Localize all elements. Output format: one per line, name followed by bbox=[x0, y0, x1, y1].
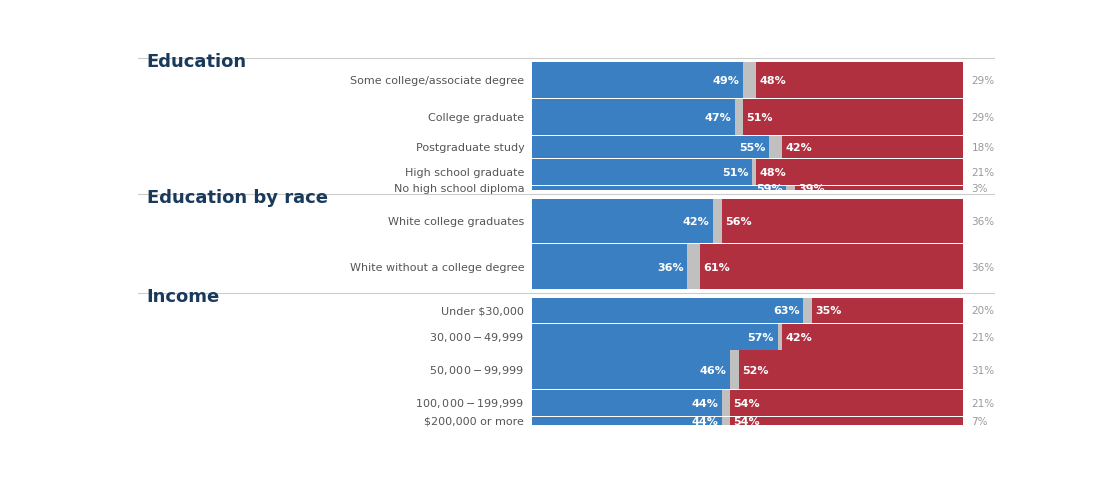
Bar bbox=[803, 299, 812, 323]
Text: 59%: 59% bbox=[756, 183, 782, 193]
Bar bbox=[533, 187, 786, 190]
Text: $200,000 or more: $200,000 or more bbox=[424, 416, 525, 426]
Text: 20%: 20% bbox=[971, 306, 994, 316]
Text: 47%: 47% bbox=[704, 113, 732, 123]
Bar bbox=[722, 390, 730, 416]
Text: 44%: 44% bbox=[692, 416, 718, 426]
Bar bbox=[782, 137, 962, 159]
Text: 31%: 31% bbox=[971, 365, 994, 375]
Text: 51%: 51% bbox=[747, 113, 773, 123]
Text: 36%: 36% bbox=[971, 216, 994, 227]
Bar bbox=[533, 245, 687, 289]
Text: 61%: 61% bbox=[704, 262, 730, 272]
Text: White college graduates: White college graduates bbox=[388, 216, 525, 227]
Bar bbox=[756, 160, 962, 186]
Text: 54%: 54% bbox=[734, 398, 760, 408]
Bar bbox=[533, 137, 769, 159]
Bar bbox=[739, 351, 962, 389]
Text: Education: Education bbox=[147, 52, 246, 71]
Text: No high school diploma: No high school diploma bbox=[393, 183, 525, 193]
Bar bbox=[786, 187, 794, 190]
Text: 18%: 18% bbox=[971, 143, 994, 153]
Text: 21%: 21% bbox=[971, 332, 994, 342]
Bar bbox=[687, 245, 701, 289]
Text: 49%: 49% bbox=[713, 76, 739, 86]
Bar bbox=[533, 199, 713, 244]
Text: 44%: 44% bbox=[692, 398, 718, 408]
Bar bbox=[778, 324, 782, 350]
Bar bbox=[533, 160, 751, 186]
Text: Education by race: Education by race bbox=[147, 189, 328, 206]
Bar bbox=[713, 199, 722, 244]
Bar bbox=[782, 324, 962, 350]
Text: 29%: 29% bbox=[971, 113, 994, 123]
Bar bbox=[751, 160, 756, 186]
Text: 55%: 55% bbox=[739, 143, 766, 153]
Text: Postgraduate study: Postgraduate study bbox=[415, 143, 525, 153]
Text: 48%: 48% bbox=[759, 76, 787, 86]
Bar bbox=[794, 187, 962, 190]
Bar bbox=[533, 299, 803, 323]
Bar bbox=[744, 100, 962, 136]
Text: 36%: 36% bbox=[657, 262, 684, 272]
Text: College graduate: College graduate bbox=[429, 113, 525, 123]
Bar bbox=[730, 417, 962, 425]
Text: 35%: 35% bbox=[815, 306, 842, 316]
Text: Some college/associate degree: Some college/associate degree bbox=[350, 76, 525, 86]
Text: 39%: 39% bbox=[798, 183, 824, 193]
Text: $100,000 - $199,999: $100,000 - $199,999 bbox=[415, 396, 525, 409]
Text: 42%: 42% bbox=[786, 143, 812, 153]
Text: 21%: 21% bbox=[971, 398, 994, 408]
Text: 36%: 36% bbox=[971, 262, 994, 272]
Bar bbox=[744, 63, 756, 99]
Text: 21%: 21% bbox=[971, 168, 994, 178]
Bar bbox=[533, 390, 722, 416]
Text: $30,000 - $49,999: $30,000 - $49,999 bbox=[430, 330, 525, 343]
Text: 54%: 54% bbox=[734, 416, 760, 426]
Text: Under $30,000: Under $30,000 bbox=[442, 306, 525, 316]
Text: 52%: 52% bbox=[743, 365, 769, 375]
Bar bbox=[533, 63, 744, 99]
Bar bbox=[769, 137, 782, 159]
Text: 29%: 29% bbox=[971, 76, 994, 86]
Bar bbox=[533, 417, 722, 425]
Text: 46%: 46% bbox=[699, 365, 727, 375]
Text: 3%: 3% bbox=[971, 183, 988, 193]
Text: 42%: 42% bbox=[683, 216, 709, 227]
Text: 57%: 57% bbox=[748, 332, 775, 342]
Text: $50,000 - $99,999: $50,000 - $99,999 bbox=[430, 363, 525, 376]
Text: 48%: 48% bbox=[759, 168, 787, 178]
Text: 42%: 42% bbox=[786, 332, 812, 342]
Text: 63%: 63% bbox=[774, 306, 800, 316]
Bar bbox=[722, 417, 730, 425]
Text: High school graduate: High school graduate bbox=[404, 168, 525, 178]
Text: Income: Income bbox=[147, 288, 220, 305]
Bar bbox=[533, 351, 730, 389]
Bar bbox=[722, 199, 962, 244]
Text: 7%: 7% bbox=[971, 416, 988, 426]
Bar bbox=[730, 390, 962, 416]
Text: 56%: 56% bbox=[725, 216, 751, 227]
Bar bbox=[533, 100, 735, 136]
Bar bbox=[756, 63, 962, 99]
Bar bbox=[812, 299, 962, 323]
Text: White without a college degree: White without a college degree bbox=[349, 262, 525, 272]
Bar bbox=[730, 351, 739, 389]
Text: 51%: 51% bbox=[722, 168, 748, 178]
Bar bbox=[533, 324, 778, 350]
Bar bbox=[735, 100, 744, 136]
Bar bbox=[701, 245, 962, 289]
